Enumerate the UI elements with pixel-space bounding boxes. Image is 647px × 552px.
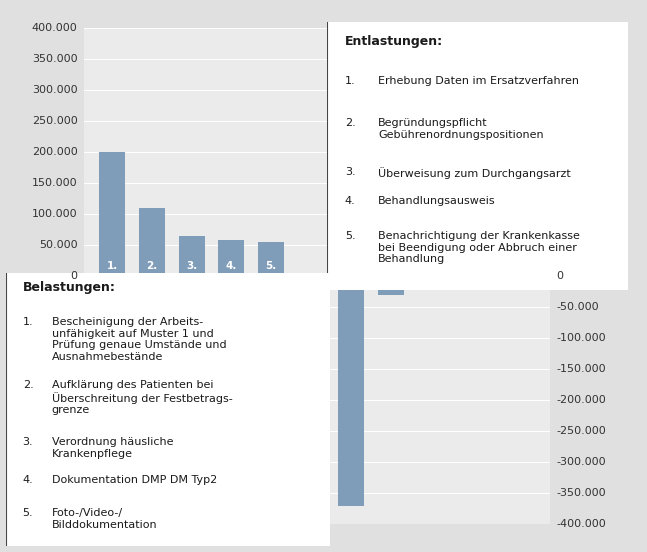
Text: 150.000: 150.000 [32,178,78,188]
Text: -250.000: -250.000 [556,426,606,436]
Text: Foto-/Video-/
Bilddokumentation: Foto-/Video-/ Bilddokumentation [52,508,157,530]
Bar [139,208,165,276]
Text: 3.: 3. [186,261,197,271]
Text: Überweisung zum Durchgangsarzt: Überweisung zum Durchgangsarzt [378,167,571,178]
Text: 1.: 1. [106,261,118,271]
Text: 2.: 2. [385,281,397,291]
Text: 5.: 5. [266,261,277,271]
Text: 5.: 5. [345,231,355,241]
Bar [378,276,404,295]
Bar [417,276,443,288]
Text: 2.: 2. [23,380,34,390]
Text: 1.: 1. [23,317,33,327]
Text: 100.000: 100.000 [32,209,78,219]
Text: -50.000: -50.000 [556,302,599,312]
Text: 50.000: 50.000 [39,240,78,250]
Text: 4.: 4. [226,261,237,271]
Text: Bescheinigung der Arbeits-
unfähigkeit auf Muster 1 und
Prüfung genaue Umstände : Bescheinigung der Arbeits- unfähigkeit a… [52,317,226,362]
Text: 400.000: 400.000 [32,23,78,33]
Text: Entlastungen:: Entlastungen: [345,35,443,49]
Text: 5.: 5. [505,281,516,291]
Bar [258,242,284,276]
Bar [457,276,483,285]
Text: 2.: 2. [345,119,356,129]
Text: 1.: 1. [345,281,356,291]
Text: 0: 0 [556,271,564,281]
Text: -150.000: -150.000 [556,364,606,374]
Text: 5.: 5. [23,508,33,518]
Bar [338,276,364,506]
Text: -350.000: -350.000 [556,489,606,498]
Text: Begründungspflicht
Gebührenordnungspositionen: Begründungspflicht Gebührenordnungsposit… [378,119,543,140]
Text: 4.: 4. [345,196,356,206]
Bar [497,276,523,283]
Bar [219,240,245,276]
Text: 3.: 3. [345,167,355,177]
Text: 1.: 1. [345,76,355,86]
Text: 250.000: 250.000 [32,116,78,126]
Text: 0: 0 [71,271,78,281]
Text: -400.000: -400.000 [556,519,606,529]
Text: 3.: 3. [23,437,33,447]
Text: 300.000: 300.000 [32,84,78,95]
Bar [179,236,204,276]
Text: 200.000: 200.000 [32,147,78,157]
Text: -100.000: -100.000 [556,333,606,343]
Text: Verordnung häusliche
Krankenpflege: Verordnung häusliche Krankenpflege [52,437,173,459]
Text: -200.000: -200.000 [556,395,606,405]
Text: 350.000: 350.000 [32,54,78,63]
Text: Benachrichtigung der Krankenkasse
bei Beendigung oder Abbruch einer
Behandlung: Benachrichtigung der Krankenkasse bei Be… [378,231,580,264]
Text: Erhebung Daten im Ersatzverfahren: Erhebung Daten im Ersatzverfahren [378,76,579,86]
Text: 3.: 3. [425,281,436,291]
Text: 4.: 4. [465,281,476,291]
Text: 4.: 4. [23,475,34,485]
Text: 2.: 2. [146,261,157,271]
Bar [99,152,125,276]
Text: Aufklärung des Patienten bei
Überschreitung der Festbetrags-
grenze: Aufklärung des Patienten bei Überschreit… [52,380,232,415]
Text: Behandlungsausweis: Behandlungsausweis [378,196,496,206]
Text: Dokumentation DMP DM Typ2: Dokumentation DMP DM Typ2 [52,475,217,485]
Text: Belastungen:: Belastungen: [23,282,116,294]
Text: -300.000: -300.000 [556,457,606,468]
